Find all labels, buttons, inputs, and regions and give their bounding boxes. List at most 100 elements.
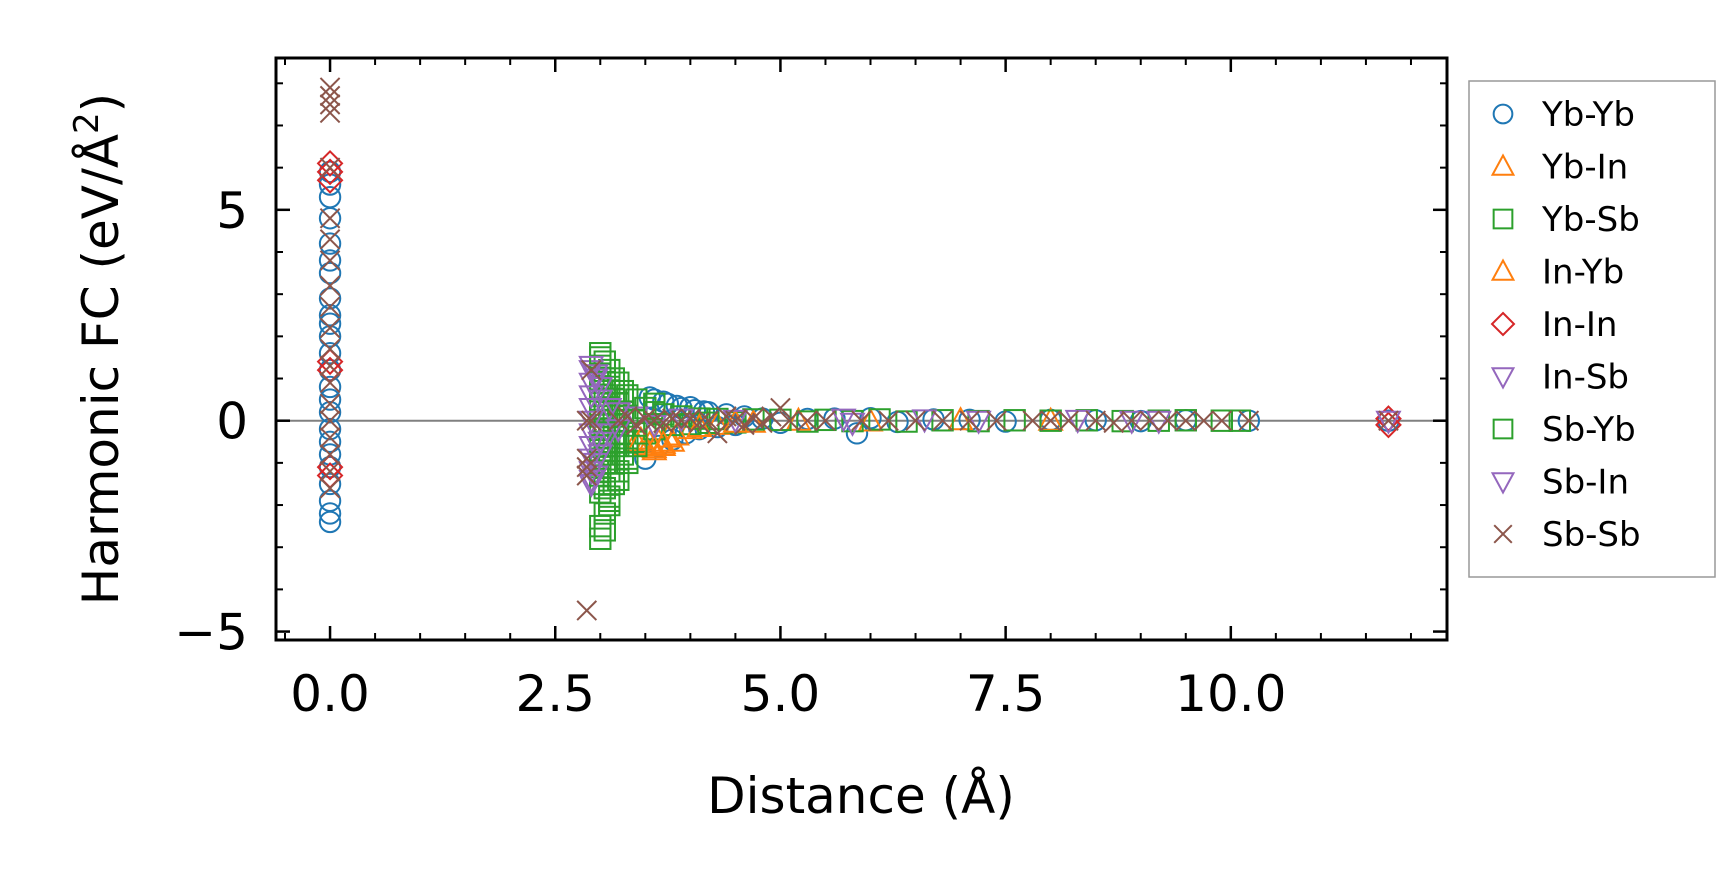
legend-label: In-In <box>1542 305 1617 345</box>
data-point <box>1375 410 1402 435</box>
data-point <box>316 158 344 186</box>
legend-marker <box>1490 472 1516 495</box>
data-point <box>319 444 341 465</box>
data-point <box>319 460 341 482</box>
data-point <box>587 431 614 456</box>
data-point <box>318 160 342 184</box>
y-tick-label: 5 <box>216 182 248 240</box>
x-tick-label: 0.0 <box>290 665 370 723</box>
data-point <box>319 207 341 229</box>
data-point <box>319 372 341 394</box>
data-point <box>319 275 341 297</box>
data-point <box>318 430 342 453</box>
data-point <box>318 417 342 441</box>
legend-marker <box>1492 208 1514 230</box>
legend-marker <box>1492 418 1514 440</box>
data-point <box>698 410 719 432</box>
data-point <box>1211 410 1233 432</box>
data-point <box>318 249 342 272</box>
data-point <box>796 410 819 433</box>
data-point <box>643 417 666 441</box>
data-point <box>318 261 342 285</box>
data-point <box>734 414 755 436</box>
data-point <box>318 502 342 525</box>
data-point <box>319 102 341 124</box>
data-point <box>1174 409 1197 432</box>
series-sb-sb <box>319 77 1399 621</box>
legend-marker <box>1493 524 1513 544</box>
data-point <box>576 600 598 621</box>
legend-label: Yb-In <box>1541 148 1628 188</box>
data-point <box>1175 410 1197 432</box>
data-point <box>1210 409 1234 432</box>
data-point <box>578 385 605 410</box>
data-point <box>576 465 598 486</box>
data-point <box>1238 410 1260 432</box>
data-point <box>587 389 614 414</box>
legend-marker <box>1490 153 1516 176</box>
data-point <box>319 157 341 178</box>
data-point <box>319 250 341 271</box>
x-tick-label: 5.0 <box>741 665 821 723</box>
data-point <box>319 229 341 250</box>
data-point <box>318 358 342 382</box>
data-point <box>662 408 683 429</box>
data-point <box>319 94 341 115</box>
series-yb-sb <box>589 346 1252 550</box>
x-tick-label: 2.5 <box>515 665 595 723</box>
data-point <box>779 410 800 432</box>
data-point <box>686 412 713 438</box>
data-point <box>589 527 612 550</box>
data-point <box>319 85 341 107</box>
data-point <box>611 443 634 466</box>
y-tick-label: 0 <box>216 393 248 451</box>
data-point <box>318 489 342 513</box>
data-point <box>319 393 341 415</box>
data-point <box>644 410 665 432</box>
data-point <box>319 410 341 432</box>
data-point <box>319 477 341 499</box>
data-point <box>626 414 647 436</box>
data-point <box>316 462 344 489</box>
data-point <box>641 434 668 459</box>
data-point <box>319 296 341 318</box>
data-point <box>650 429 677 454</box>
legend-label: Sb-Sb <box>1542 515 1641 555</box>
data-point <box>589 514 612 538</box>
data-point <box>319 338 341 360</box>
data-point <box>986 410 1007 432</box>
data-point <box>752 412 773 434</box>
data-point <box>318 304 342 327</box>
data-point <box>1003 409 1026 432</box>
data-point <box>671 410 692 432</box>
data-point <box>1037 406 1064 431</box>
series-in-in <box>316 150 1402 489</box>
legend-label: Yb-Yb <box>1541 95 1635 135</box>
data-point <box>602 472 625 496</box>
data-point <box>1040 410 1061 432</box>
data-point <box>580 359 602 381</box>
data-point <box>578 398 605 423</box>
data-point <box>770 397 791 419</box>
data-point <box>830 408 857 433</box>
data-point <box>576 448 598 469</box>
data-point <box>316 356 344 384</box>
data-point <box>851 410 872 432</box>
data-point <box>878 410 899 432</box>
data-point <box>319 427 341 448</box>
data-point <box>905 410 926 432</box>
data-point <box>316 348 344 376</box>
y-axis-title: Harmonic FC (eV/Å2) <box>67 93 130 605</box>
legend-label: In-Yb <box>1542 253 1624 293</box>
plot-frame <box>274 56 1449 642</box>
data-point <box>318 342 342 365</box>
y-tick-label: −5 <box>174 604 248 662</box>
data-point <box>318 455 342 479</box>
data-point <box>931 409 954 432</box>
data-point <box>593 384 616 407</box>
data-point <box>318 472 342 496</box>
data-point <box>797 410 818 432</box>
data-point <box>1085 410 1107 432</box>
